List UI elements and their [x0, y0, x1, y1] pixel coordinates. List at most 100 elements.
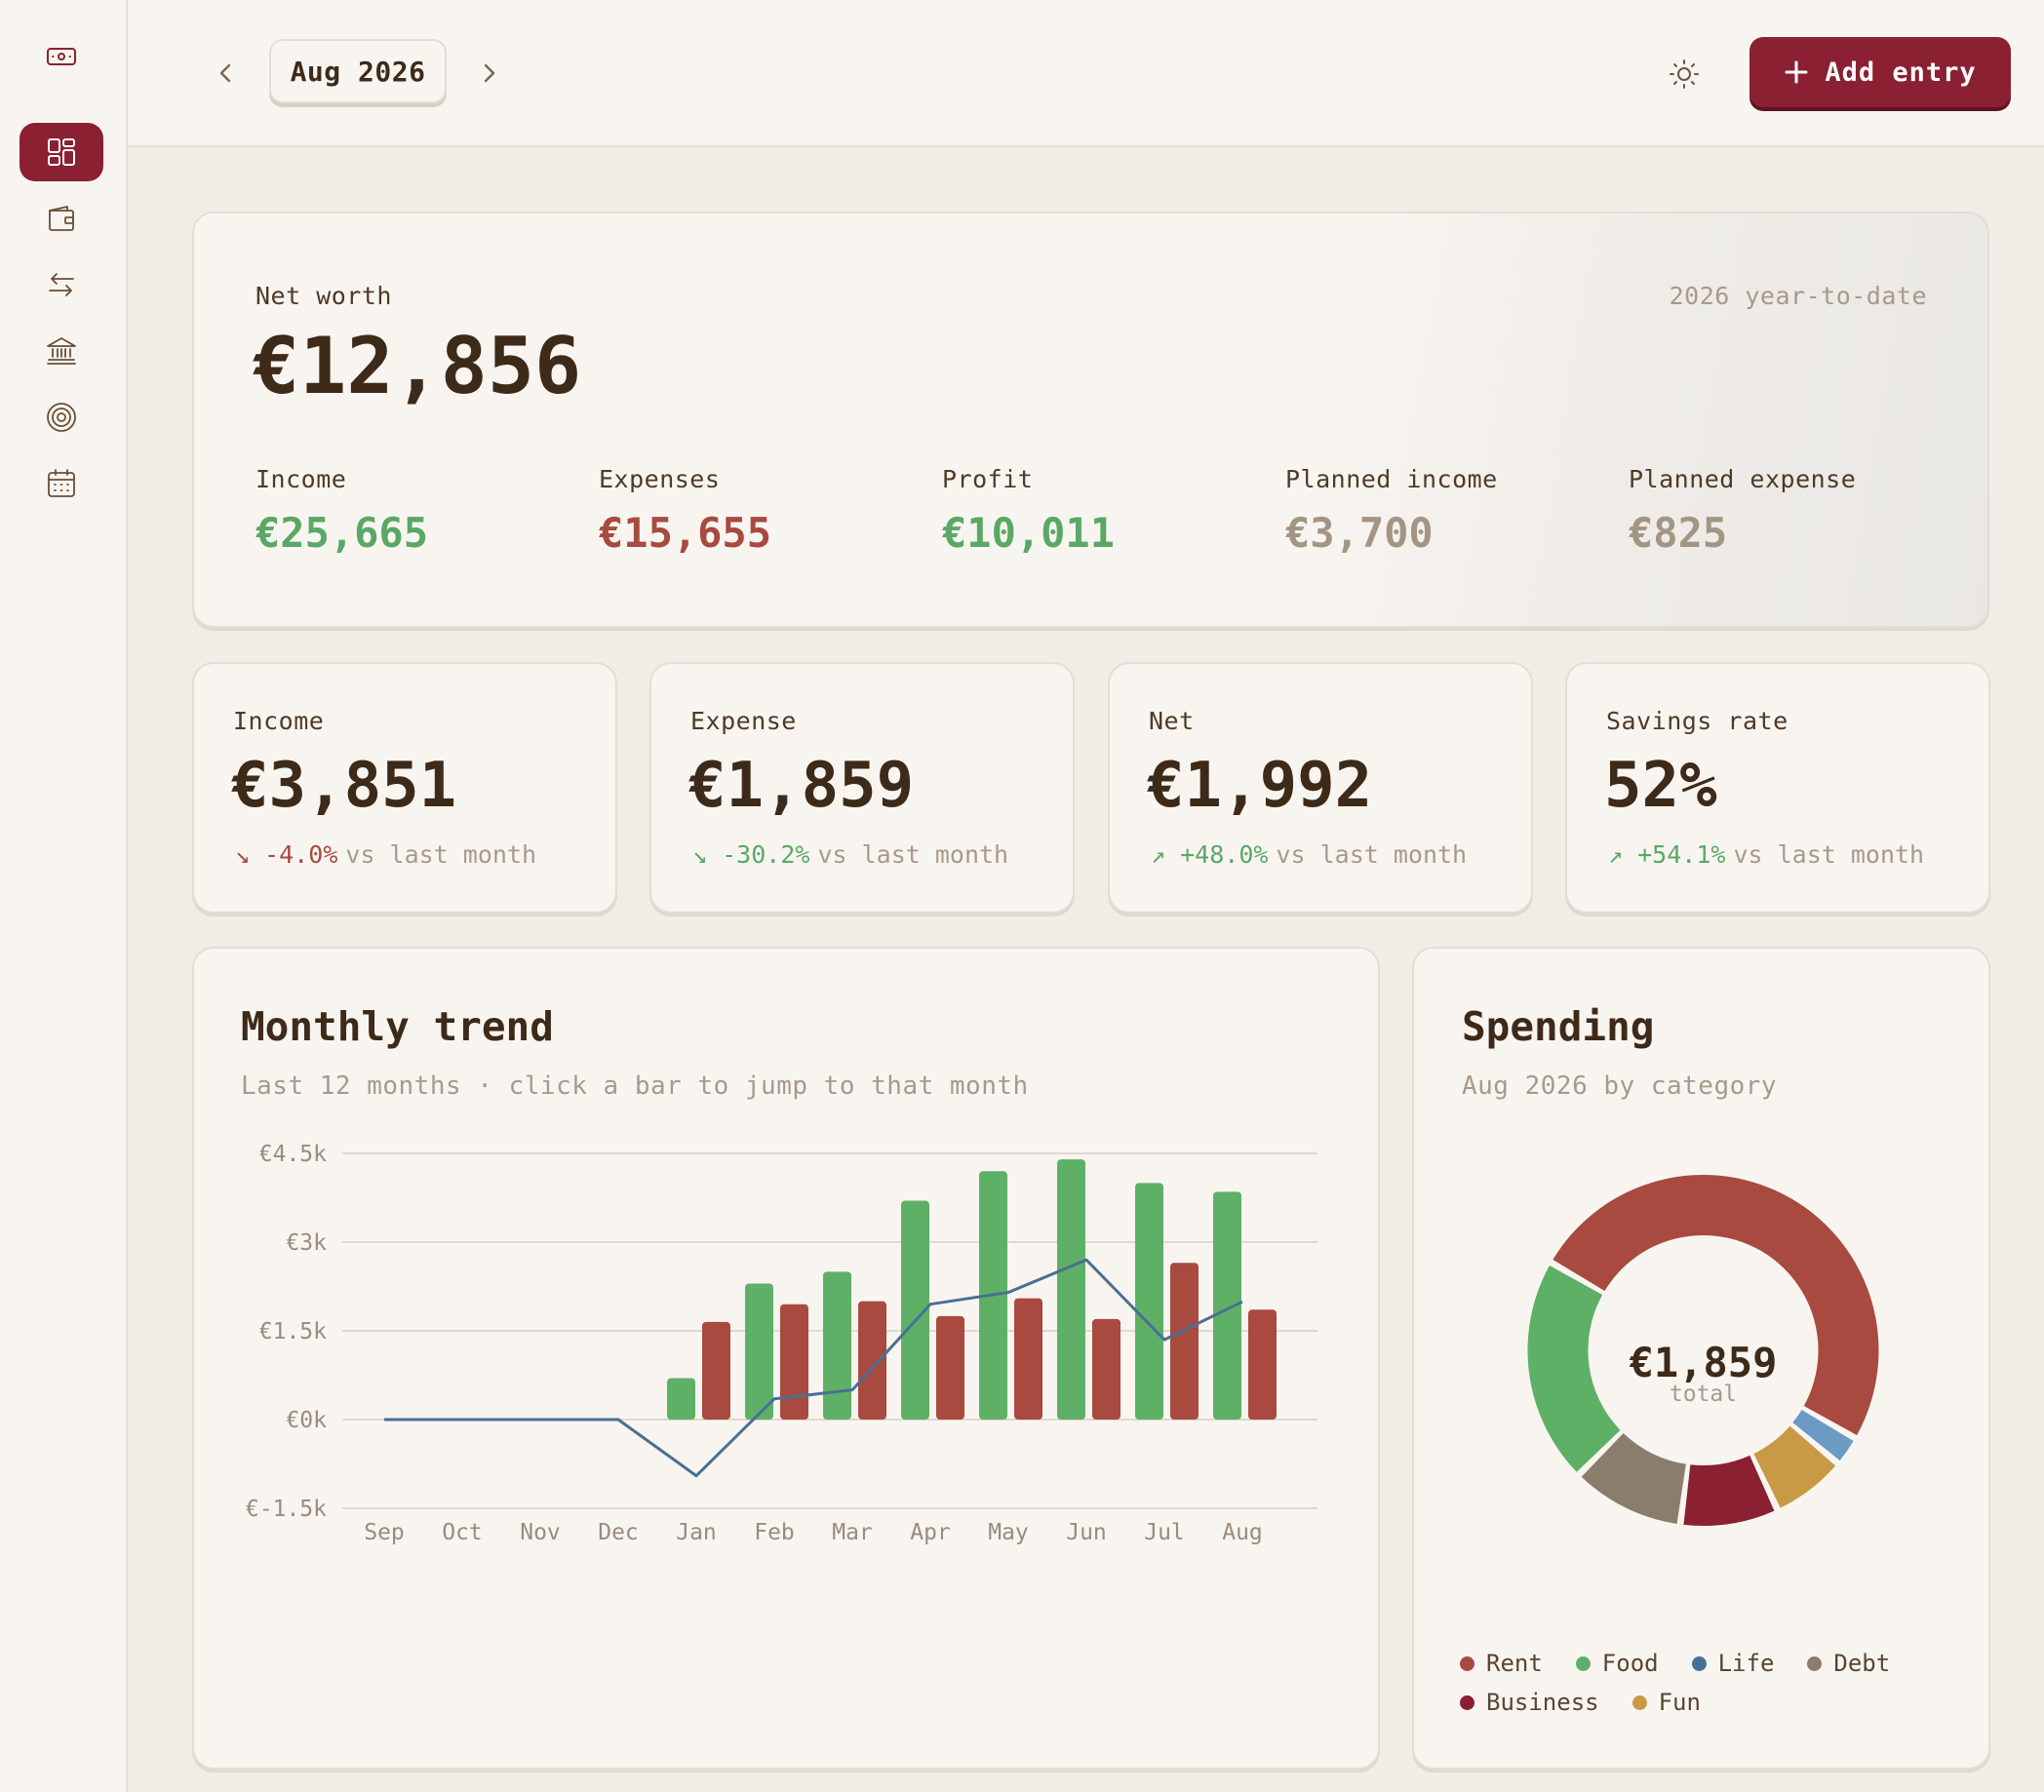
kpi-delta-value: +54.1% [1637, 840, 1726, 869]
x-tick-label: Sep [364, 1520, 405, 1545]
header: Aug 2026 Add entry [128, 0, 2044, 147]
x-tick-label: Oct [442, 1520, 483, 1545]
kpi-delta-suffix: vs last month [345, 840, 537, 869]
kpi-card-net: Net €1,992 ↗ +48.0% vs last month [1108, 662, 1533, 914]
kpi-delta: ↗ +54.1% vs last month [1608, 840, 1924, 869]
donut-center-value: €1,859 [1629, 1339, 1778, 1386]
legend-dot [1460, 1656, 1474, 1671]
arrow-up-right-icon: ↗ [1608, 840, 1624, 869]
x-tick-label: May [988, 1520, 1029, 1545]
calendar-icon [48, 469, 75, 497]
x-tick-label: Jan [676, 1520, 717, 1545]
legend-item-food[interactable]: Food [1575, 1649, 1659, 1678]
month-selector[interactable]: Aug 2026 [269, 39, 447, 103]
stat-label: Profit [942, 465, 1034, 493]
stat-value: €10,011 [942, 509, 1116, 557]
x-tick-label: Apr [910, 1520, 951, 1545]
donut-slice-life [1792, 1409, 1854, 1461]
donut-slice-business [1683, 1455, 1775, 1526]
sidebar-item-wallet[interactable] [20, 189, 103, 248]
x-tick-label: Mar [832, 1520, 873, 1545]
expense-bar [702, 1321, 730, 1420]
kpi-label: Income [233, 707, 325, 735]
donut-slice-debt [1581, 1433, 1686, 1524]
x-tick-label: Jun [1066, 1520, 1107, 1545]
legend-label: Rent [1486, 1650, 1543, 1677]
stat-label: Expenses [599, 465, 721, 493]
stat-profit: Profit €10,011 [942, 465, 1115, 557]
expense-bar [858, 1301, 886, 1420]
donut-center-label: total [1669, 1382, 1738, 1407]
stat-planned-expense: Planned expense €825 [1629, 465, 1856, 557]
monthly-trend-card: Monthly trend Last 12 months · click a b… [192, 947, 1380, 1770]
stat-expenses: Expenses €15,655 [599, 465, 771, 557]
net-line [384, 1258, 1243, 1478]
sun-icon [1670, 59, 1699, 89]
legend-item-business[interactable]: Business [1460, 1688, 1599, 1717]
legend-label: Food [1601, 1650, 1659, 1677]
grid-icon [48, 138, 75, 166]
legend-label: Fun [1658, 1689, 1701, 1716]
y-tick-label: €3k [286, 1230, 327, 1256]
net-worth-card: Net worth 2026 year-to-date €12,856 Inco… [192, 212, 1989, 628]
legend-item-fun[interactable]: Fun [1631, 1688, 1701, 1717]
stat-income: Income €25,665 [256, 465, 428, 557]
income-bar [823, 1271, 851, 1420]
legend-item-debt[interactable]: Debt [1807, 1649, 1890, 1678]
income-bar [901, 1200, 929, 1420]
expense-bar [1170, 1263, 1199, 1420]
period-label: 2026 year-to-date [1669, 282, 1927, 310]
cash-icon[interactable] [20, 27, 103, 86]
stat-planned-income: Planned income €3,700 [1285, 465, 1498, 557]
spending-legend: Rent Food Life Debt Business Fun [1460, 1649, 1967, 1717]
add-entry-button[interactable]: Add entry [1749, 37, 2011, 107]
stat-value: €3,700 [1285, 509, 1434, 557]
sidebar-item-calendar[interactable] [20, 454, 103, 513]
kpi-delta: ↘ -30.2% vs last month [692, 840, 1008, 869]
kpi-delta-suffix: vs last month [1276, 840, 1468, 869]
kpi-label: Savings rate [1606, 707, 1788, 735]
expense-bar [1092, 1318, 1120, 1420]
donut-slice-rent [1553, 1175, 1879, 1435]
arrows-swap-icon [49, 273, 74, 296]
expense-bar [1014, 1298, 1042, 1420]
trend-title: Monthly trend [241, 1003, 554, 1050]
wallet-icon [49, 206, 74, 231]
trend-chart: €4.5k €3k €1.5k €0k €-1.5k Sep Oct Nov Dec Jan Feb… [246, 1142, 1317, 1545]
kpi-card-savings-rate: Savings rate 52% ↗ +54.1% vs last month [1565, 662, 1990, 914]
y-tick-label: €1.5k [259, 1319, 327, 1344]
stat-label: Planned income [1285, 465, 1498, 493]
x-tick-label: Aug [1222, 1520, 1263, 1545]
income-bar [1213, 1191, 1241, 1420]
legend-dot [1460, 1695, 1474, 1710]
kpi-delta-suffix: vs last month [1733, 840, 1925, 869]
sidebar-item-transfers[interactable] [20, 255, 103, 314]
kpi-value: €1,859 [688, 750, 915, 822]
stat-value: €825 [1629, 509, 1728, 557]
stat-value: €15,655 [599, 509, 772, 557]
stat-label: Planned expense [1629, 465, 1857, 493]
theme-toggle-button[interactable] [1659, 49, 1710, 99]
kpi-delta-value: -30.2% [722, 840, 810, 869]
legend-dot [1631, 1695, 1647, 1710]
spending-card: Spending Aug 2026 by category €1,859 tot… [1412, 947, 1990, 1770]
legend-dot [1575, 1656, 1591, 1671]
spending-title: Spending [1462, 1003, 1655, 1050]
sidebar-item-goals[interactable] [20, 388, 103, 447]
legend-dot [1807, 1656, 1823, 1671]
sidebar-item-dashboard[interactable] [20, 123, 103, 181]
kpi-delta: ↗ +48.0% vs last month [1151, 840, 1467, 869]
income-bar [1135, 1183, 1163, 1420]
sidebar-item-banks[interactable] [20, 322, 103, 380]
legend-item-life[interactable]: Life [1691, 1649, 1774, 1678]
legend-item-rent[interactable]: Rent [1460, 1649, 1543, 1678]
next-month-button[interactable] [464, 49, 513, 97]
kpi-card-income: Income €3,851 ↘ -4.0% vs last month [192, 662, 617, 914]
legend-dot [1691, 1656, 1707, 1671]
x-tick-label: Jul [1144, 1520, 1185, 1545]
prev-month-button[interactable] [202, 49, 251, 97]
expense-bar [936, 1315, 964, 1420]
bank-icon [47, 337, 76, 365]
stat-value: €25,665 [256, 509, 429, 557]
y-tick-label: €0k [286, 1408, 327, 1433]
